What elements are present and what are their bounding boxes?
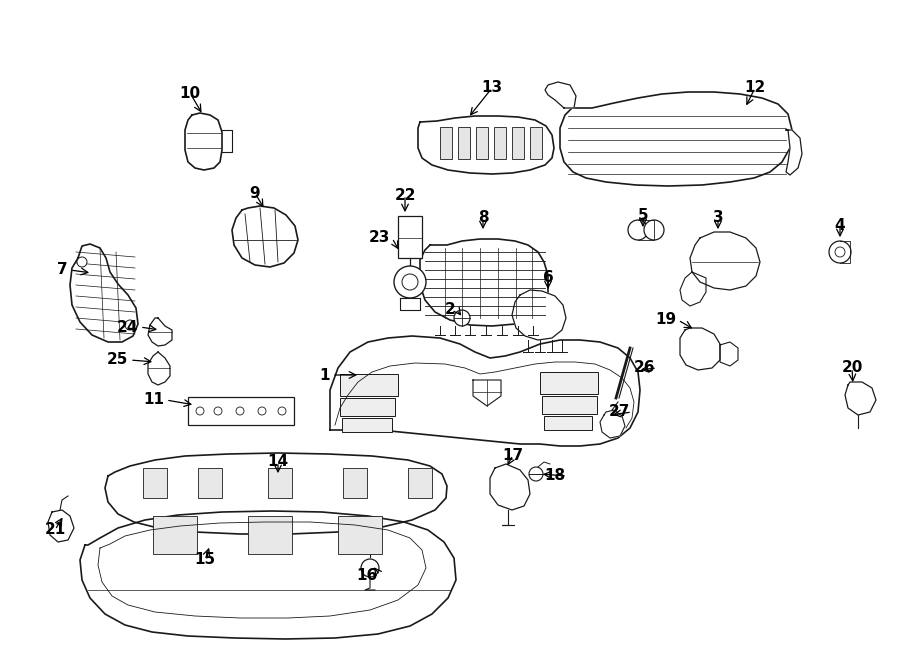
Text: 9: 9 bbox=[249, 186, 260, 200]
Text: 7: 7 bbox=[58, 262, 68, 278]
Bar bbox=[343, 468, 367, 498]
Polygon shape bbox=[148, 318, 172, 346]
Polygon shape bbox=[473, 380, 501, 406]
Bar bbox=[188, 397, 294, 425]
Bar bbox=[512, 127, 524, 159]
Text: 18: 18 bbox=[544, 469, 565, 483]
Text: 21: 21 bbox=[44, 522, 66, 537]
Text: 10: 10 bbox=[179, 85, 201, 100]
Bar bbox=[338, 516, 382, 554]
Circle shape bbox=[125, 320, 135, 330]
Text: 26: 26 bbox=[634, 360, 655, 375]
Text: 13: 13 bbox=[482, 81, 502, 95]
Bar bbox=[398, 216, 422, 258]
Text: 20: 20 bbox=[842, 360, 863, 375]
Polygon shape bbox=[680, 272, 706, 306]
Polygon shape bbox=[420, 239, 548, 326]
Circle shape bbox=[214, 407, 222, 415]
Bar bbox=[340, 398, 395, 416]
Circle shape bbox=[835, 247, 845, 257]
Text: 16: 16 bbox=[356, 568, 378, 582]
Text: 22: 22 bbox=[394, 188, 416, 202]
Bar bbox=[544, 416, 592, 430]
Circle shape bbox=[258, 407, 266, 415]
Text: 14: 14 bbox=[267, 455, 289, 469]
Text: 5: 5 bbox=[638, 208, 648, 223]
Bar bbox=[248, 516, 292, 554]
Text: 19: 19 bbox=[655, 313, 676, 327]
Circle shape bbox=[278, 407, 286, 415]
Text: 8: 8 bbox=[478, 210, 489, 225]
Polygon shape bbox=[560, 92, 792, 186]
Text: 25: 25 bbox=[106, 352, 128, 368]
Text: 6: 6 bbox=[543, 270, 553, 286]
Polygon shape bbox=[490, 464, 530, 510]
Polygon shape bbox=[690, 232, 760, 290]
Circle shape bbox=[454, 310, 470, 326]
Polygon shape bbox=[786, 130, 802, 175]
Circle shape bbox=[829, 241, 851, 263]
Circle shape bbox=[361, 559, 379, 577]
Polygon shape bbox=[512, 290, 566, 340]
Text: 17: 17 bbox=[502, 447, 524, 463]
Circle shape bbox=[402, 274, 418, 290]
Polygon shape bbox=[70, 244, 138, 342]
Polygon shape bbox=[600, 410, 625, 438]
Bar bbox=[540, 372, 598, 394]
Circle shape bbox=[236, 407, 244, 415]
Text: 3: 3 bbox=[713, 210, 724, 225]
Text: 15: 15 bbox=[194, 553, 216, 568]
Polygon shape bbox=[148, 352, 170, 385]
Bar bbox=[494, 127, 506, 159]
Bar bbox=[440, 127, 452, 159]
Bar bbox=[198, 468, 222, 498]
Polygon shape bbox=[330, 336, 640, 446]
Text: 4: 4 bbox=[834, 217, 845, 233]
Bar bbox=[143, 468, 167, 498]
Circle shape bbox=[394, 266, 426, 298]
Polygon shape bbox=[545, 82, 576, 108]
Bar bbox=[342, 418, 392, 432]
Circle shape bbox=[77, 257, 87, 267]
Text: 27: 27 bbox=[608, 405, 630, 420]
Polygon shape bbox=[80, 511, 456, 639]
Bar bbox=[340, 374, 398, 396]
Bar bbox=[458, 127, 470, 159]
Polygon shape bbox=[720, 342, 738, 366]
Polygon shape bbox=[48, 510, 74, 542]
Circle shape bbox=[628, 220, 648, 240]
Text: 23: 23 bbox=[369, 231, 390, 245]
Polygon shape bbox=[185, 113, 222, 170]
Bar bbox=[530, 127, 542, 159]
Polygon shape bbox=[845, 382, 876, 415]
Circle shape bbox=[196, 407, 204, 415]
Text: 11: 11 bbox=[143, 393, 164, 407]
Bar bbox=[476, 127, 488, 159]
Polygon shape bbox=[105, 453, 447, 534]
Bar bbox=[268, 468, 292, 498]
Text: 2: 2 bbox=[445, 303, 455, 317]
Text: 1: 1 bbox=[320, 368, 330, 383]
Bar bbox=[542, 396, 597, 414]
Polygon shape bbox=[680, 328, 720, 370]
Circle shape bbox=[529, 467, 543, 481]
Polygon shape bbox=[418, 116, 554, 174]
Text: 24: 24 bbox=[117, 319, 138, 334]
Text: 12: 12 bbox=[744, 81, 766, 95]
Bar bbox=[153, 516, 197, 554]
Polygon shape bbox=[232, 206, 298, 267]
Bar bbox=[408, 468, 432, 498]
Circle shape bbox=[644, 220, 664, 240]
